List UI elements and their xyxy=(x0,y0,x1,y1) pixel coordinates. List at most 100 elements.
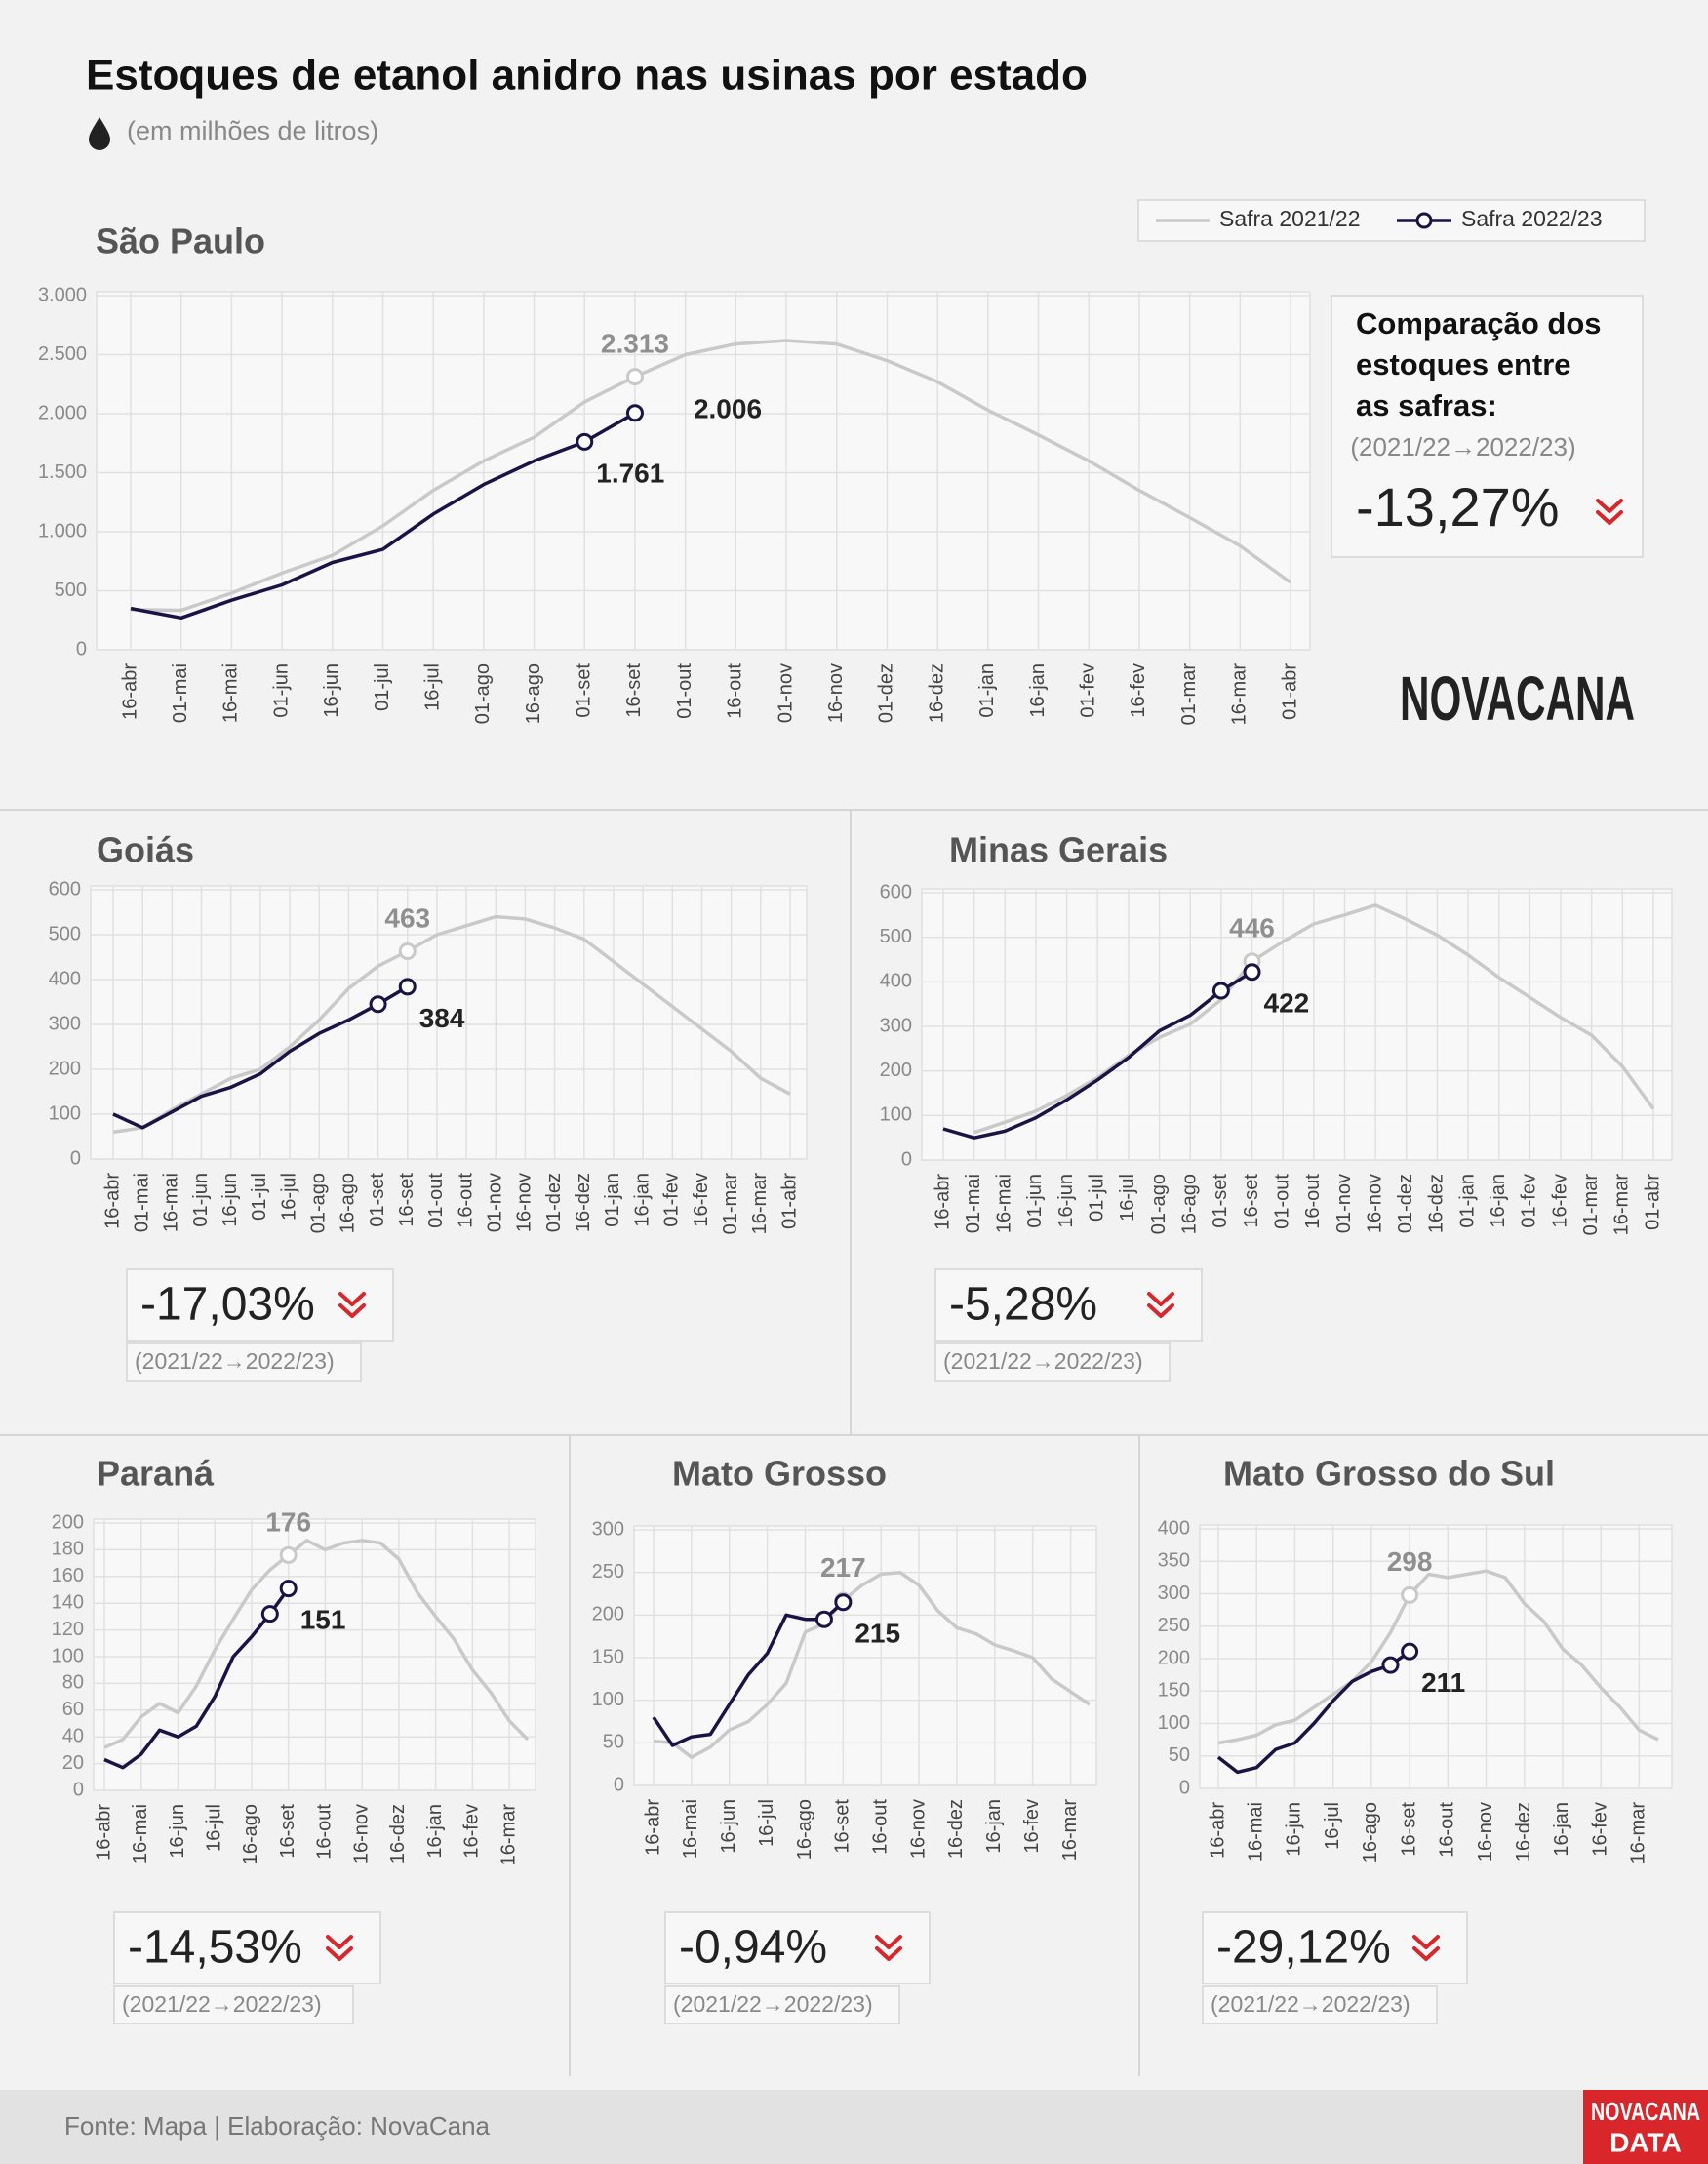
x-tick-label: 16-out xyxy=(455,1173,476,1228)
y-tick-label: 200 xyxy=(49,1058,81,1079)
source: Fonte: Mapa | Elaboração: NovaCana xyxy=(64,2111,491,2141)
x-tick-label: 16-dez xyxy=(945,1799,967,1859)
x-tick-label: 16-jan xyxy=(1488,1174,1509,1228)
comparison-box xyxy=(664,1911,931,1984)
x-tick-label: 16-jan xyxy=(424,1804,446,1859)
y-tick-label: 200 xyxy=(1158,1647,1190,1668)
comparison-change: -13,27% xyxy=(1356,476,1560,538)
y-tick-label: 100 xyxy=(52,1645,84,1666)
legend-marker xyxy=(1415,212,1433,229)
comparison-period: (2021/22→2022/23) xyxy=(1350,432,1575,461)
y-tick-label: 600 xyxy=(880,881,912,902)
x-tick-label: 01-mai xyxy=(131,1173,152,1232)
x-tick-label: 16-fev xyxy=(1549,1174,1570,1228)
data-label: 298 xyxy=(1387,1546,1433,1577)
x-tick-label: 01-jul xyxy=(1087,1174,1108,1222)
x-tick-label: 16-mar xyxy=(749,1173,771,1235)
x-tick-label: 16-nov xyxy=(350,1804,372,1863)
point-marker xyxy=(260,1605,279,1623)
data-label: 151 xyxy=(300,1605,346,1635)
comparison-label: estoques entre xyxy=(1356,347,1571,381)
x-tick-label: 16-mar xyxy=(1059,1799,1081,1862)
series-line xyxy=(103,1539,530,1749)
x-tick-label: 01-dez xyxy=(876,663,897,723)
y-tick-label: 350 xyxy=(1158,1550,1190,1572)
x-tick-label: 16-ago xyxy=(523,663,544,724)
point-marker xyxy=(369,995,387,1014)
y-tick-label: 300 xyxy=(592,1518,624,1540)
x-tick-label: 16-jun xyxy=(718,1799,739,1854)
comparison-box xyxy=(126,1268,394,1342)
y-tick-label: 50 xyxy=(603,1732,624,1753)
x-tick-label: 16-fev xyxy=(1021,1799,1043,1854)
point-marker xyxy=(1381,1656,1400,1674)
x-tick-label: 16-mar xyxy=(497,1804,519,1866)
y-tick-label: 0 xyxy=(76,638,87,660)
x-tick-label: 01-set xyxy=(367,1173,388,1227)
y-tick-label: 300 xyxy=(49,1013,81,1034)
series-line xyxy=(653,1570,1091,1759)
y-tick-label: 160 xyxy=(52,1565,84,1586)
chart-title: Paraná xyxy=(97,1454,215,1494)
x-tick-label: 16-nov xyxy=(1475,1802,1496,1862)
series-line xyxy=(1217,1569,1659,1745)
y-tick-label: 120 xyxy=(52,1619,84,1640)
y-tick-label: 200 xyxy=(880,1060,912,1081)
series-line xyxy=(103,1587,291,1770)
footer-logo: NOVACANA xyxy=(1591,2097,1700,2126)
y-tick-label: 600 xyxy=(49,878,81,900)
x-tick-label: 16-mai xyxy=(161,1173,182,1232)
x-tick-label: 16-abr xyxy=(1207,1802,1228,1859)
x-tick-label: 16-jul xyxy=(1322,1802,1343,1850)
down-arrows xyxy=(875,1935,902,1961)
chart-title: Minas Gerais xyxy=(949,830,1168,870)
x-tick-label: 01-abr xyxy=(778,1173,800,1229)
x-tick-label: 16-jun xyxy=(321,663,342,718)
comparison-box xyxy=(934,1268,1203,1342)
drop-icon xyxy=(89,117,110,150)
x-tick-label: 16-fev xyxy=(1128,663,1149,718)
series-line xyxy=(112,984,409,1130)
comparison-label: Comparação dos xyxy=(1356,306,1602,341)
down-arrows xyxy=(1147,1292,1174,1318)
x-tick-label: 16-ago xyxy=(794,1799,815,1860)
x-tick-label: 16-dez xyxy=(573,1173,594,1232)
data-label: 446 xyxy=(1229,913,1275,943)
point-marker xyxy=(1211,982,1230,1000)
x-tick-label: 01-abr xyxy=(1279,663,1300,720)
y-tick-label: 0 xyxy=(901,1148,912,1170)
series-line xyxy=(130,411,636,621)
page-title: Estoques de etanol anidro nas usinas por… xyxy=(86,52,1088,100)
x-tick-label: 16-jun xyxy=(167,1804,188,1859)
y-tick-label: 150 xyxy=(1158,1680,1190,1702)
point-marker xyxy=(279,1545,298,1564)
x-tick-label: 01-ago xyxy=(472,663,494,724)
y-tick-label: 400 xyxy=(880,971,912,992)
x-tick-label: 16-nov xyxy=(825,663,847,723)
comparison-change: -0,94% xyxy=(679,1922,827,1974)
period-box xyxy=(126,1342,362,1382)
comparison-box xyxy=(1202,1911,1468,1984)
logo: NOVACANA xyxy=(1400,663,1635,734)
y-tick-label: 100 xyxy=(1158,1712,1190,1734)
chart-title: Mato Grosso xyxy=(672,1454,887,1494)
y-tick-label: 300 xyxy=(1158,1583,1190,1604)
y-tick-label: 20 xyxy=(62,1752,84,1774)
x-tick-label: 01-abr xyxy=(1642,1174,1663,1230)
point-marker xyxy=(834,1593,853,1612)
x-tick-label: 16-abr xyxy=(932,1174,953,1230)
point-marker xyxy=(398,942,417,961)
x-tick-label: 16-ago xyxy=(338,1173,359,1233)
y-tick-label: 180 xyxy=(52,1539,84,1560)
x-tick-label: 01-out xyxy=(425,1173,447,1228)
chart-title: São Paulo xyxy=(96,221,265,261)
x-tick-label: 16-out xyxy=(314,1804,336,1860)
x-tick-label: 16-dez xyxy=(387,1804,409,1863)
x-tick-label: 16-mai xyxy=(220,663,242,723)
x-tick-label: 16-mar xyxy=(1229,663,1251,726)
y-tick-label: 500 xyxy=(49,923,81,944)
y-tick-label: 250 xyxy=(592,1561,624,1583)
down-arrows xyxy=(338,1292,366,1318)
x-tick-label: 16-jul xyxy=(756,1799,777,1847)
x-tick-label: 16-abr xyxy=(93,1804,114,1861)
